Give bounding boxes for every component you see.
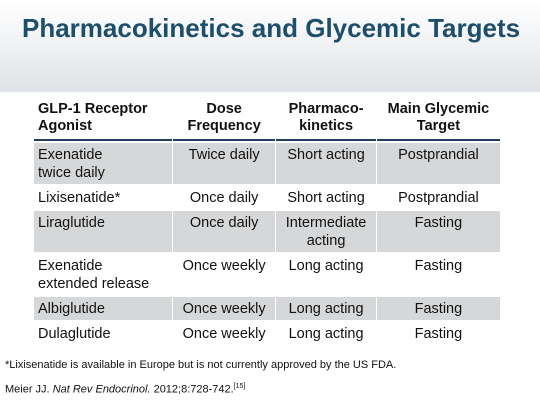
cell-agonist: Albiglutide <box>34 297 172 320</box>
cell-dose-frequency: Once weekly <box>173 297 276 320</box>
citation-author: Meier JJ. <box>5 383 53 396</box>
table-row: Liraglutide Once daily Intermediate actin… <box>34 211 500 252</box>
cell-agonist: Exenatide extended release <box>34 254 172 295</box>
cell-dose-frequency: Once daily <box>173 186 276 209</box>
cell-dose-frequency: Twice daily <box>173 143 276 184</box>
cell-glycemic-target: Postprandial <box>376 186 500 209</box>
citation-journal: Nat Rev Endocrinol. <box>52 383 151 396</box>
cell-pharmacokinetics: Long acting <box>276 322 376 345</box>
cell-glycemic-target: Fasting <box>376 322 500 345</box>
table-row: Albiglutide Once weekly Long acting Fast… <box>34 297 500 320</box>
citation: Meier JJ. Nat Rev Endocrinol. 2012;8:728… <box>5 383 535 396</box>
header-glp1-agonist: GLP-1 Receptor Agonist <box>34 100 172 141</box>
cell-agonist: Liraglutide <box>34 211 172 252</box>
slide-title: Pharmacokinetics and Glycemic Targets <box>22 13 521 43</box>
cell-pharmacokinetics: Long acting <box>276 254 376 295</box>
citation-ref: [15] <box>233 383 246 390</box>
cell-pharmacokinetics: Short acting <box>276 143 376 184</box>
cell-agonist: Dulaglutide <box>34 322 172 345</box>
footnote: *Lixisenatide is available in Europe but… <box>5 359 397 371</box>
cell-glycemic-target: Fasting <box>376 254 500 295</box>
cell-glycemic-target: Postprandial <box>376 143 500 184</box>
table-row: Dulaglutide Once weekly Long acting Fast… <box>34 322 500 345</box>
cell-dose-frequency: Once weekly <box>173 322 276 345</box>
cell-pharmacokinetics: Long acting <box>276 297 376 320</box>
header-dose-frequency: Dose Frequency <box>173 100 276 141</box>
table-header-row: GLP-1 Receptor Agonist Dose Frequency Phar… <box>34 100 500 141</box>
cell-dose-frequency: Once weekly <box>173 254 276 295</box>
header-glycemic-target: Main Glycemic Target <box>376 100 500 141</box>
cell-agonist: Exenatide twice daily <box>34 143 172 184</box>
header-pharmacokinetics: Pharmaco-kinetics <box>276 100 376 141</box>
cell-pharmacokinetics: Short acting <box>276 186 376 209</box>
cell-agonist: Lixisenatide* <box>34 186 172 209</box>
title-band <box>0 0 540 92</box>
table-row: Lixisenatide* Once daily Short acting Po… <box>34 186 500 209</box>
table-row: Exenatide extended release Once weekly Lo… <box>34 254 500 295</box>
citation-details: 2012;8:728-742. <box>150 383 234 396</box>
glp1-agonist-table: GLP-1 Receptor Agonist Dose Frequency Phar… <box>33 98 501 347</box>
cell-glycemic-target: Fasting <box>376 297 500 320</box>
cell-pharmacokinetics: Intermediate acting <box>276 211 376 252</box>
table-row: Exenatide twice daily Twice daily Short a… <box>34 143 500 184</box>
cell-dose-frequency: Once daily <box>173 211 276 252</box>
cell-glycemic-target: Fasting <box>376 211 500 252</box>
